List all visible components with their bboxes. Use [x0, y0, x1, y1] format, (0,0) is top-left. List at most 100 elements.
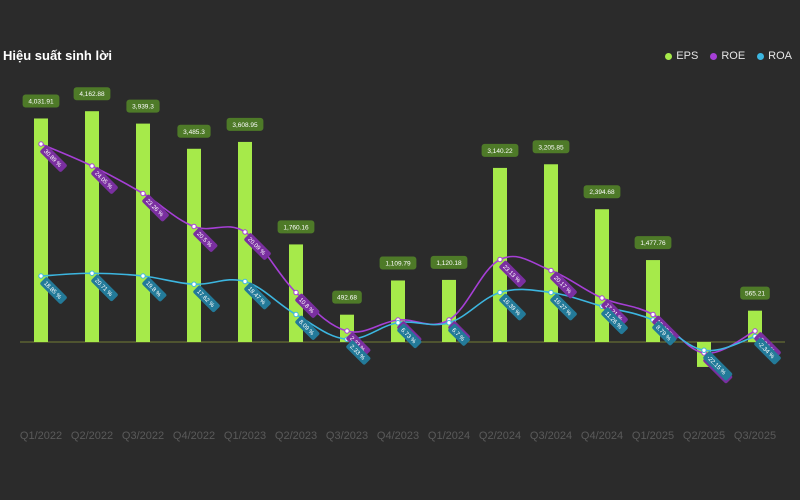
eps-bar: [595, 209, 609, 342]
roe-tag-bg: [142, 194, 169, 222]
roa-point: [191, 281, 197, 287]
legend-item-roa[interactable]: ROA: [757, 50, 792, 62]
eps-bar: [85, 111, 99, 342]
eps-label-bg: [73, 87, 111, 101]
roe-point: [599, 295, 605, 301]
eps-value-label: 1,760.16: [283, 224, 309, 231]
roa-tag-bg: [295, 315, 320, 340]
roe-point: [38, 141, 44, 147]
roa-tag-bg: [499, 293, 526, 321]
roa-tag-bg: [754, 337, 781, 365]
eps-label-bg: [379, 256, 417, 270]
eps-label-bg: [740, 286, 770, 300]
x-tick-label: Q3/2023: [326, 430, 368, 442]
roe-tag-bg: [601, 299, 628, 326]
roe-point: [548, 267, 554, 274]
x-tick-label: Q2/2022: [71, 430, 113, 442]
legend-roe-label: ROE: [721, 50, 746, 62]
x-tick-label: Q4/2023: [377, 430, 419, 442]
roa-point: [497, 289, 503, 296]
roa-tag-bg: [346, 340, 371, 365]
eps-label-bg: [126, 99, 160, 113]
eps-value-label: 1,120.18: [436, 260, 462, 267]
roa-point: [446, 320, 452, 326]
roa-point: [89, 270, 95, 276]
eps-value-label: 3,485.3: [183, 129, 205, 136]
eps-label-bg: [532, 140, 570, 154]
legend-roa-swatch: [757, 52, 765, 60]
x-tick-label: Q1/2024: [428, 430, 470, 442]
x-tick-label: Q3/2022: [122, 430, 164, 442]
eps-label-bg: [226, 117, 264, 131]
eps-value-label: 4,031.91: [28, 98, 54, 105]
x-tick-label: Q3/2024: [530, 430, 572, 442]
eps-label-bg: [277, 220, 315, 234]
eps-label-bg: [332, 290, 362, 304]
eps-bar: [493, 167, 507, 342]
roa-tag-bg: [397, 324, 422, 349]
roe-tag-bg: [550, 271, 577, 299]
roa-tag-bg: [142, 277, 167, 302]
legend-eps-label: EPS: [676, 50, 699, 62]
roe-point: [293, 289, 299, 296]
roe-tag-bg: [244, 233, 271, 260]
roe-point: [242, 229, 248, 235]
eps-label-bg: [430, 255, 468, 269]
chart-title: Hiệu suất sinh lời: [3, 48, 112, 63]
roe-point: [89, 163, 95, 169]
eps-label-bg: [177, 124, 211, 138]
roe-point: [752, 328, 758, 334]
eps-value-label: 1,109.79: [385, 260, 411, 267]
roe-tag-bg: [91, 167, 118, 194]
x-tick-label: Q2/2024: [479, 430, 521, 442]
roa-tag-bg: [193, 285, 220, 313]
eps-value-label: 3,205.85: [538, 144, 564, 151]
eps-value-label: 492.68: [337, 295, 357, 302]
x-tick-label: Q2/2023: [275, 430, 317, 442]
eps-label-bg: [22, 94, 60, 108]
eps-value-label: 2,394.68: [589, 189, 615, 196]
eps-value-label: 3,939.3: [132, 104, 154, 111]
x-tick-label: Q4/2024: [581, 430, 623, 442]
eps-value-label: 565.21: [745, 291, 765, 298]
legend-item-roe[interactable]: ROE: [710, 50, 745, 62]
roa-point: [395, 320, 401, 326]
legend-roa-label: ROA: [768, 50, 792, 62]
roa-point: [293, 311, 299, 318]
legend: EPS ROE ROA: [665, 50, 792, 62]
eps-bar: [187, 148, 201, 342]
x-tick-label: Q1/2025: [632, 430, 674, 442]
roa-point: [140, 273, 146, 279]
eps-label-bg: [583, 185, 621, 199]
roe-tag-bg: [40, 145, 67, 172]
roe-tag-bg: [499, 260, 526, 288]
legend-item-eps[interactable]: EPS: [665, 50, 698, 62]
roa-tag-bg: [448, 324, 470, 346]
legend-eps-swatch: [665, 52, 673, 60]
roa-point: [38, 273, 44, 279]
roe-tag-bg: [193, 227, 218, 252]
roa-tag-bg: [550, 293, 577, 321]
roa-tag-bg: [703, 351, 733, 381]
roa-tag-bg: [601, 307, 628, 335]
roe-point: [140, 190, 146, 197]
eps-value-label: 3,608.95: [232, 122, 258, 129]
legend-roe-swatch: [710, 52, 718, 60]
eps-value-label: 1,477.76: [640, 240, 666, 247]
x-tick-label: Q2/2025: [683, 430, 725, 442]
eps-bar: [136, 123, 150, 342]
roe-tag-bg: [346, 332, 371, 357]
roe-point: [497, 256, 503, 263]
x-tick-label: Q3/2025: [734, 430, 776, 442]
roa-point: [548, 289, 554, 296]
x-tick-label: Q1/2022: [20, 430, 62, 442]
roe-point: [650, 311, 656, 318]
x-tick-label: Q4/2022: [173, 430, 215, 442]
roa-tag-bg: [40, 277, 67, 304]
roe-point: [191, 223, 197, 230]
eps-label-bg: [481, 143, 519, 157]
roa-tag-bg: [91, 274, 118, 302]
roa-point: [242, 278, 248, 285]
